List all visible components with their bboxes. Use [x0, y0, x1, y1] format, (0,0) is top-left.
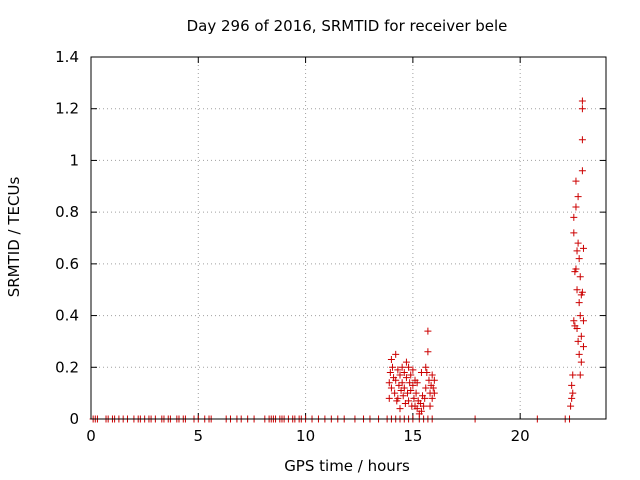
- x-tick-label: 5: [194, 427, 204, 445]
- data-point: [573, 286, 581, 294]
- y-tick-label: 0: [69, 410, 79, 428]
- data-point: [407, 387, 415, 395]
- ticks: 0 0.2 0.4 0.6 0.8 1 1.2 1.4 0 5 10 15 20: [55, 48, 606, 445]
- data-point: [572, 177, 580, 185]
- y-tick-label: 0.6: [55, 255, 79, 273]
- data-point: [405, 363, 413, 371]
- x-tick-label: 10: [296, 427, 315, 445]
- data-point: [405, 397, 413, 405]
- y-tick-label: 0.8: [55, 203, 79, 221]
- data-point: [576, 312, 584, 320]
- data-point: [569, 389, 577, 397]
- data-point: [578, 136, 586, 144]
- data-point: [574, 239, 582, 247]
- data-point: [572, 265, 580, 273]
- data-point: [569, 371, 577, 379]
- y-tick-label: 1: [69, 151, 79, 169]
- x-tick-label: 15: [403, 427, 422, 445]
- data-point: [385, 379, 393, 387]
- chart-title: Day 296 of 2016, SRMTID for receiver bel…: [187, 17, 508, 35]
- data-point: [570, 213, 578, 221]
- data-point: [578, 97, 586, 105]
- data-point: [407, 371, 415, 379]
- data-point: [396, 405, 404, 413]
- data-point: [428, 394, 436, 402]
- x-axis-label: GPS time / hours: [284, 457, 410, 475]
- data-point: [421, 394, 429, 402]
- data-point: [394, 394, 402, 402]
- data-point: [420, 402, 428, 410]
- data-point: [578, 288, 586, 296]
- data-point: [572, 203, 580, 211]
- data-point: [400, 384, 408, 392]
- data-point: [410, 394, 418, 402]
- x-tick-label: 20: [511, 427, 530, 445]
- data-point: [577, 332, 585, 340]
- data-point: [424, 327, 432, 335]
- data-point: [429, 384, 437, 392]
- data-point: [412, 389, 420, 397]
- data-point: [402, 358, 410, 366]
- data-point: [576, 273, 584, 281]
- data-point: [568, 394, 576, 402]
- y-tick-label: 1.4: [55, 48, 79, 66]
- data-point: [392, 350, 400, 358]
- data-point: [428, 371, 436, 379]
- data-point: [576, 371, 584, 379]
- data-point: [400, 368, 408, 376]
- data-point: [413, 379, 421, 387]
- data-point: [575, 255, 583, 263]
- data-point: [430, 389, 438, 397]
- data-point: [399, 392, 407, 400]
- data-point: [394, 366, 402, 374]
- x-tick-label: 0: [86, 427, 96, 445]
- data-point: [409, 381, 417, 389]
- data-point: [417, 368, 425, 376]
- data-point: [570, 229, 578, 237]
- data-point: [422, 384, 430, 392]
- data-point: [575, 350, 583, 358]
- data-point: [579, 343, 587, 351]
- y-tick-label: 1.2: [55, 100, 79, 118]
- data-point: [430, 376, 438, 384]
- data-point: [568, 381, 576, 389]
- data-point: [387, 356, 395, 364]
- data-point: [422, 363, 430, 371]
- y-tick-label: 0.2: [55, 358, 79, 376]
- data-point: [567, 402, 575, 410]
- data-point: [573, 247, 581, 255]
- data-point: [574, 337, 582, 345]
- grid: [91, 57, 606, 419]
- data-point: [398, 379, 406, 387]
- data-point: [574, 193, 582, 201]
- data-point: [426, 402, 434, 410]
- data-point: [424, 348, 432, 356]
- y-tick-label: 0.4: [55, 307, 79, 325]
- y-axis-label: SRMTID / TECUs: [5, 177, 23, 298]
- data-point: [573, 325, 581, 332]
- data-point: [409, 366, 417, 374]
- data-point: [577, 358, 585, 366]
- data-point: [386, 368, 394, 376]
- plot-frame: [90, 56, 607, 420]
- data-point: [402, 374, 410, 382]
- data-point: [575, 299, 583, 307]
- data-point: [570, 317, 578, 325]
- data-point: [385, 394, 393, 402]
- data-point: [417, 407, 425, 415]
- data-point: [578, 167, 586, 175]
- data-point: [579, 244, 587, 252]
- data-point: [398, 363, 406, 371]
- data-point: [392, 376, 400, 384]
- data-point: [388, 363, 396, 371]
- data-point: [387, 384, 395, 392]
- data-point: [396, 371, 404, 379]
- data-point: [413, 405, 421, 413]
- data-point: [579, 317, 587, 325]
- data-point: [578, 105, 586, 113]
- data-point: [391, 389, 399, 397]
